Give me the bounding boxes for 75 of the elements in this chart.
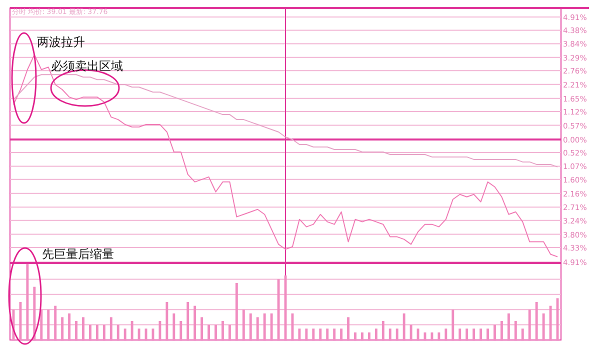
bar (256, 317, 259, 340)
bar (500, 321, 503, 340)
bar (535, 302, 538, 340)
bar (180, 321, 182, 340)
bar (480, 328, 482, 340)
bar (124, 328, 126, 340)
bar (312, 328, 315, 340)
bar (507, 313, 510, 340)
bar (452, 310, 454, 340)
bar (88, 324, 92, 340)
bar (368, 332, 370, 340)
annotation: 必须卖出区域 (51, 59, 123, 73)
bar (19, 302, 22, 340)
bar (333, 328, 336, 340)
bar (388, 328, 392, 340)
bar (374, 328, 378, 340)
annotation: 两波拉升 (37, 35, 85, 49)
bar (410, 324, 412, 340)
bar (33, 286, 36, 340)
bar (298, 328, 301, 340)
bar (270, 313, 273, 340)
line-series (12, 54, 558, 258)
bar (514, 321, 517, 340)
bar (40, 310, 43, 340)
bar (354, 332, 356, 340)
bar (382, 321, 384, 340)
bar (438, 332, 440, 340)
line-series (12, 74, 558, 168)
bar (444, 328, 448, 340)
bar (68, 313, 71, 340)
bar (116, 324, 120, 340)
bar (200, 317, 204, 340)
bar (102, 324, 106, 340)
bar (494, 324, 496, 340)
bar (486, 328, 489, 340)
bar (361, 332, 364, 340)
bar (228, 324, 231, 340)
bar (82, 317, 84, 340)
bar (305, 328, 308, 340)
bar (242, 310, 245, 340)
bar (396, 328, 398, 340)
bar (222, 321, 224, 340)
bar (96, 324, 98, 340)
bar (47, 310, 50, 340)
bar (249, 313, 252, 340)
bar (430, 332, 434, 340)
bar (521, 328, 524, 340)
bar (75, 321, 78, 340)
bar (186, 302, 190, 340)
bar (528, 310, 531, 340)
bar (235, 283, 238, 340)
bar (326, 328, 329, 340)
annotation: 先巨量后缩量 (42, 247, 114, 261)
bar (542, 313, 545, 340)
bar (549, 306, 552, 340)
bar (110, 317, 112, 340)
bar (194, 306, 196, 340)
bar (166, 302, 168, 340)
bar (54, 306, 57, 340)
bar (158, 321, 162, 340)
bar (208, 324, 210, 340)
bar (263, 313, 266, 340)
bar (61, 317, 64, 340)
bar (26, 264, 29, 340)
bar (466, 328, 468, 340)
bar (340, 328, 343, 340)
bar (214, 324, 217, 340)
bar (130, 321, 134, 340)
bar (472, 328, 476, 340)
bar (138, 328, 140, 340)
bar (319, 328, 322, 340)
bar (458, 328, 462, 340)
bar (172, 313, 176, 340)
bar (402, 313, 406, 340)
bar (347, 317, 350, 340)
